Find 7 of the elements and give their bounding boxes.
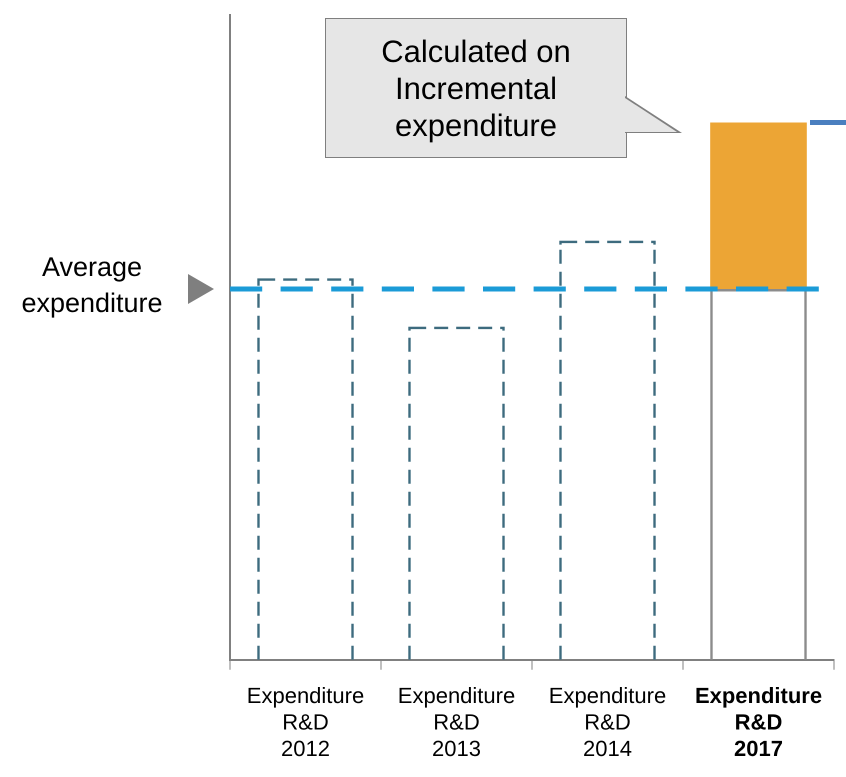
x-tick-label: Expenditure R&D 2012 [246,683,364,761]
ref-line-label: Average expenditure [20,251,164,320]
bar [710,122,807,290]
x-tick-label: Expenditure R&D 2014 [548,683,666,761]
annotation: Calculated on Incremental expenditure [380,32,572,144]
x-tick-label: Expenditure R&D 2013 [398,683,516,761]
x-tick-label: Expenditure R&D 2017 [694,683,822,761]
